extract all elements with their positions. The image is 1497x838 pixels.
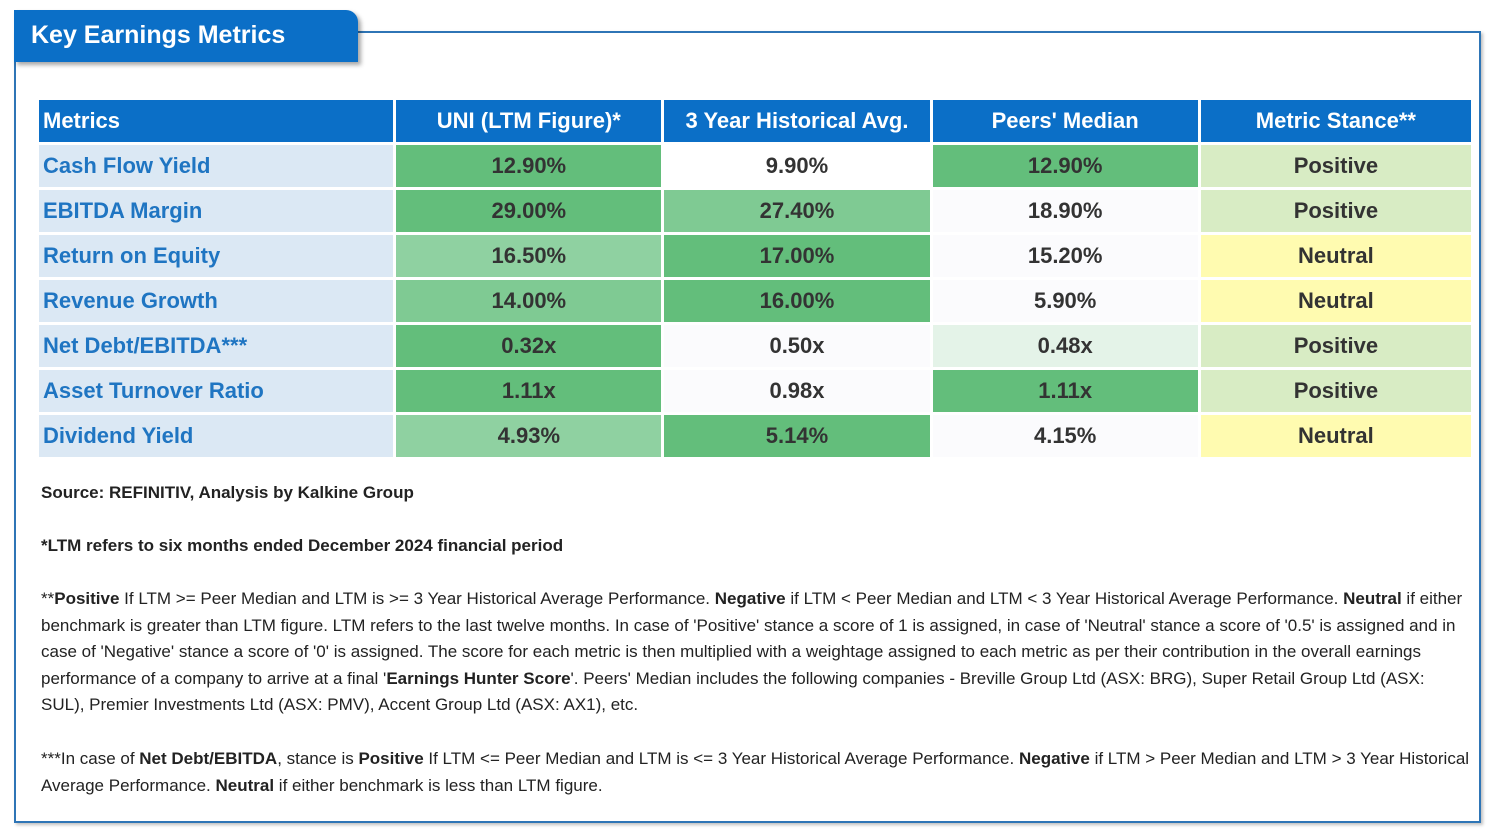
metric-name: Dividend Yield — [39, 415, 394, 457]
stance-neutral-term: Neutral — [1343, 589, 1402, 608]
peers-cell: 18.90% — [932, 190, 1198, 232]
ltm-cell: 4.93% — [396, 415, 662, 457]
table-row: Revenue Growth 14.00% 16.00% 5.90% Neutr… — [39, 280, 1471, 322]
stance-text-c: if either benchmark is greater than LTM … — [41, 589, 1463, 688]
nd-text-b: If LTM <= Peer Median and LTM is <= 3 Ye… — [423, 749, 1019, 768]
ltm-cell: 14.00% — [396, 280, 662, 322]
hist-cell: 0.50x — [664, 325, 930, 367]
hist-cell: 5.14% — [664, 415, 930, 457]
hist-cell: 27.40% — [664, 190, 930, 232]
metric-name: EBITDA Margin — [39, 190, 394, 232]
table-row: Return on Equity 16.50% 17.00% 15.20% Ne… — [39, 235, 1471, 277]
metric-name: Asset Turnover Ratio — [39, 370, 394, 412]
hist-cell: 16.00% — [664, 280, 930, 322]
stance-note: **Positive If LTM >= Peer Median and LTM… — [41, 586, 1471, 719]
earnings-hunter-score-term: Earnings Hunter Score — [386, 668, 571, 688]
metrics-table: Metrics UNI (LTM Figure)* 3 Year Histori… — [36, 97, 1474, 460]
metric-name: Net Debt/EBITDA*** — [39, 325, 394, 367]
nd-negative-term: Negative — [1018, 749, 1090, 768]
ltm-cell: 12.90% — [396, 145, 662, 187]
header-ltm: UNI (LTM Figure)* — [396, 100, 662, 142]
ltm-cell: 1.11x — [396, 370, 662, 412]
metric-name: Cash Flow Yield — [39, 145, 394, 187]
metric-name: Revenue Growth — [39, 280, 394, 322]
stance-cell: Positive — [1200, 325, 1471, 367]
header-hist: 3 Year Historical Avg. — [664, 100, 930, 142]
ltm-text: *LTM refers to six months ended December… — [41, 536, 564, 555]
nd-text-c: if LTM > Peer Median and LTM > 3 Year Hi… — [41, 749, 1470, 795]
stance-text-a: If LTM >= Peer Median and LTM is >= 3 Ye… — [119, 589, 715, 608]
peers-cell: 4.15% — [932, 415, 1198, 457]
hist-cell: 0.98x — [664, 370, 930, 412]
table-row: EBITDA Margin 29.00% 27.40% 18.90% Posit… — [39, 190, 1471, 232]
peers-cell: 15.20% — [932, 235, 1198, 277]
stance-text-d: '. Peers' Median includes the following … — [41, 668, 1425, 715]
nd-prefix: ***In case of — [41, 749, 140, 768]
nd-text-a: , stance is — [277, 749, 359, 768]
net-debt-note: ***In case of Net Debt/EBITDA, stance is… — [41, 746, 1471, 799]
title-tab: Key Earnings Metrics — [14, 10, 358, 62]
stance-cell: Neutral — [1200, 415, 1471, 457]
nd-neutral-term: Neutral — [215, 775, 275, 795]
stance-text-b: if LTM < Peer Median and LTM < 3 Year Hi… — [785, 589, 1344, 608]
table-row: Net Debt/EBITDA*** 0.32x 0.50x 0.48x Pos… — [39, 325, 1471, 367]
stance-cell: Positive — [1200, 145, 1471, 187]
header-metrics: Metrics — [39, 100, 394, 142]
table-row: Asset Turnover Ratio 1.11x 0.98x 1.11x P… — [39, 370, 1471, 412]
nd-positive-term: Positive — [358, 749, 424, 768]
stance-prefix: ** — [41, 589, 55, 608]
header-stance: Metric Stance** — [1200, 100, 1471, 142]
hist-cell: 9.90% — [664, 145, 930, 187]
peers-cell: 0.48x — [932, 325, 1198, 367]
table-row: Dividend Yield 4.93% 5.14% 4.15% Neutral — [39, 415, 1471, 457]
stance-cell: Neutral — [1200, 280, 1471, 322]
ltm-note: *LTM refers to six months ended December… — [41, 533, 1471, 560]
metric-name: Return on Equity — [39, 235, 394, 277]
peers-cell: 1.11x — [932, 370, 1198, 412]
header-peers: Peers' Median — [932, 100, 1198, 142]
nd-term: Net Debt/EBITDA — [139, 749, 278, 768]
table-header-row: Metrics UNI (LTM Figure)* 3 Year Histori… — [39, 100, 1471, 142]
table-row: Cash Flow Yield 12.90% 9.90% 12.90% Posi… — [39, 145, 1471, 187]
peers-cell: 12.90% — [932, 145, 1198, 187]
nd-text-d: if either benchmark is less than LTM fig… — [274, 775, 603, 795]
panel-title: Key Earnings Metrics — [31, 21, 286, 49]
stance-negative-term: Negative — [714, 589, 786, 608]
ltm-cell: 16.50% — [396, 235, 662, 277]
stance-positive-term: Positive — [54, 589, 120, 608]
source-note: Source: REFINITIV, Analysis by Kalkine G… — [41, 480, 1471, 507]
ltm-cell: 0.32x — [396, 325, 662, 367]
stance-cell: Positive — [1200, 190, 1471, 232]
peers-cell: 5.90% — [932, 280, 1198, 322]
source-text: Source: REFINITIV, Analysis by Kalkine G… — [41, 483, 414, 502]
hist-cell: 17.00% — [664, 235, 930, 277]
stance-cell: Positive — [1200, 370, 1471, 412]
stance-cell: Neutral — [1200, 235, 1471, 277]
ltm-cell: 29.00% — [396, 190, 662, 232]
